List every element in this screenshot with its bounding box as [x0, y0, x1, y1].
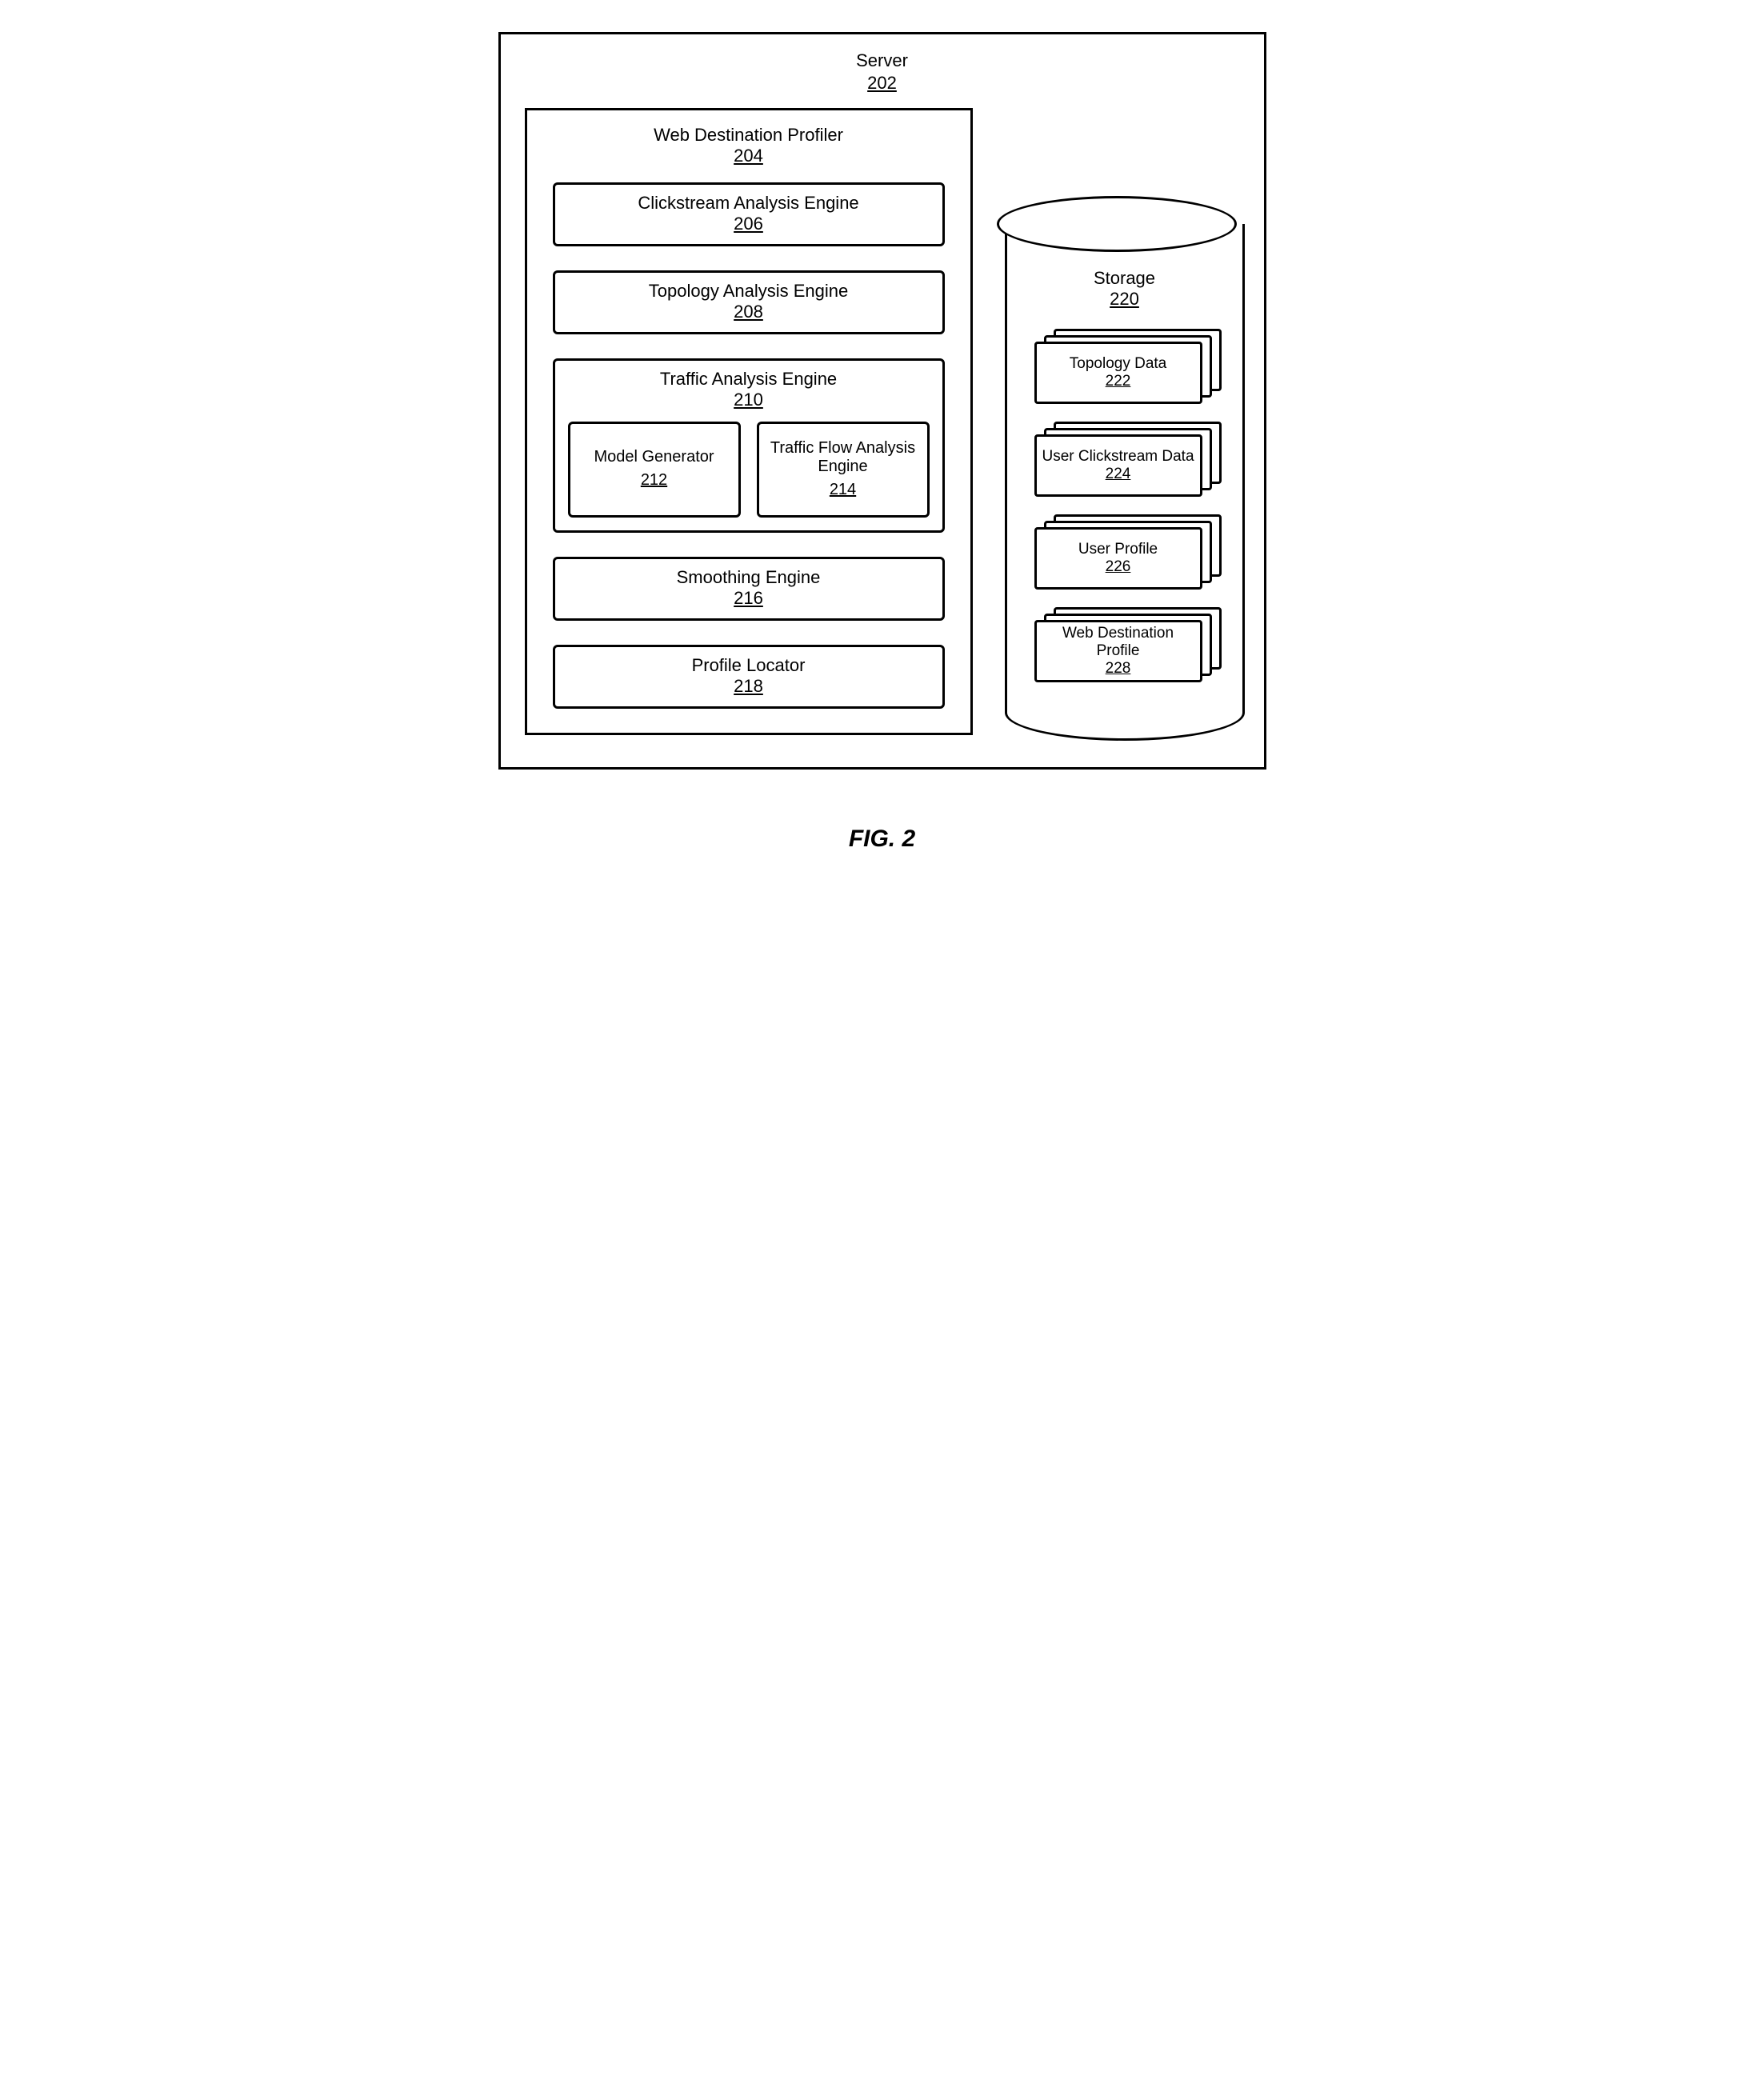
web-profile-ref: 228	[1042, 660, 1195, 678]
profiler-ref: 204	[543, 146, 954, 166]
smoothing-ref: 216	[565, 588, 933, 609]
flow-title: Traffic Flow Analysis Engine	[766, 439, 921, 476]
stack-clickstream: User Clickstream Data 224	[1034, 422, 1215, 495]
topology-ref: 208	[565, 302, 933, 322]
flow-engine: Traffic Flow Analysis Engine 214	[757, 422, 930, 518]
cylinder-top	[997, 196, 1237, 252]
cylinder-bottom	[1005, 685, 1245, 741]
clickstream-ref: 206	[565, 214, 933, 234]
clickstream-engine: Clickstream Analysis Engine 206	[553, 182, 945, 246]
storage-column: Storage 220 Topology Data 222	[997, 196, 1253, 713]
flow-ref: 214	[766, 481, 921, 499]
click-data-ref: 224	[1042, 466, 1195, 483]
storage-ref: 220	[1007, 289, 1242, 310]
traffic-inner: Model Generator 212 Traffic Flow Analysi…	[568, 422, 930, 518]
figure-caption: FIG. 2	[32, 826, 1732, 853]
profiler-title: Web Destination Profiler	[543, 125, 954, 146]
smoothing-title: Smoothing Engine	[565, 567, 933, 588]
card-front: User Clickstream Data 224	[1034, 434, 1202, 497]
locator-ref: 218	[565, 676, 933, 697]
storage-cylinder: Storage 220 Topology Data 222	[1005, 224, 1245, 713]
user-profile-ref: 226	[1042, 558, 1195, 576]
storage-title: Storage	[1007, 268, 1242, 289]
stack-web-profile: Web Destination Profile 228	[1034, 607, 1215, 681]
traffic-title: Traffic Analysis Engine	[565, 369, 933, 390]
model-generator: Model Generator 212	[568, 422, 741, 518]
server-ref: 202	[525, 73, 1240, 94]
user-profile-title: User Profile	[1042, 541, 1195, 558]
server-box: Server 202 Web Destination Profiler 204 …	[498, 32, 1266, 770]
clickstream-title: Clickstream Analysis Engine	[565, 193, 933, 214]
topo-data-title: Topology Data	[1042, 355, 1195, 373]
topology-engine: Topology Analysis Engine 208	[553, 270, 945, 334]
cylinder-body: Storage 220 Topology Data 222	[1007, 224, 1242, 681]
web-profile-title: Web Destination Profile	[1042, 625, 1195, 660]
profiler-box: Web Destination Profiler 204 Clickstream…	[525, 108, 973, 735]
traffic-engine: Traffic Analysis Engine 210 Model Genera…	[553, 358, 945, 533]
model-gen-ref: 212	[577, 471, 732, 490]
locator-title: Profile Locator	[565, 655, 933, 676]
stack-topology: Topology Data 222	[1034, 329, 1215, 402]
stack-user-profile: User Profile 226	[1034, 514, 1215, 588]
server-title: Server	[525, 50, 1240, 71]
smoothing-engine: Smoothing Engine 216	[553, 557, 945, 621]
traffic-ref: 210	[565, 390, 933, 410]
profile-locator: Profile Locator 218	[553, 645, 945, 709]
card-front: Web Destination Profile 228	[1034, 620, 1202, 682]
click-data-title: User Clickstream Data	[1042, 448, 1195, 466]
columns: Web Destination Profiler 204 Clickstream…	[525, 108, 1240, 735]
topo-data-ref: 222	[1042, 373, 1195, 390]
topology-title: Topology Analysis Engine	[565, 281, 933, 302]
card-front: User Profile 226	[1034, 527, 1202, 590]
model-gen-title: Model Generator	[577, 448, 732, 466]
card-front: Topology Data 222	[1034, 342, 1202, 404]
